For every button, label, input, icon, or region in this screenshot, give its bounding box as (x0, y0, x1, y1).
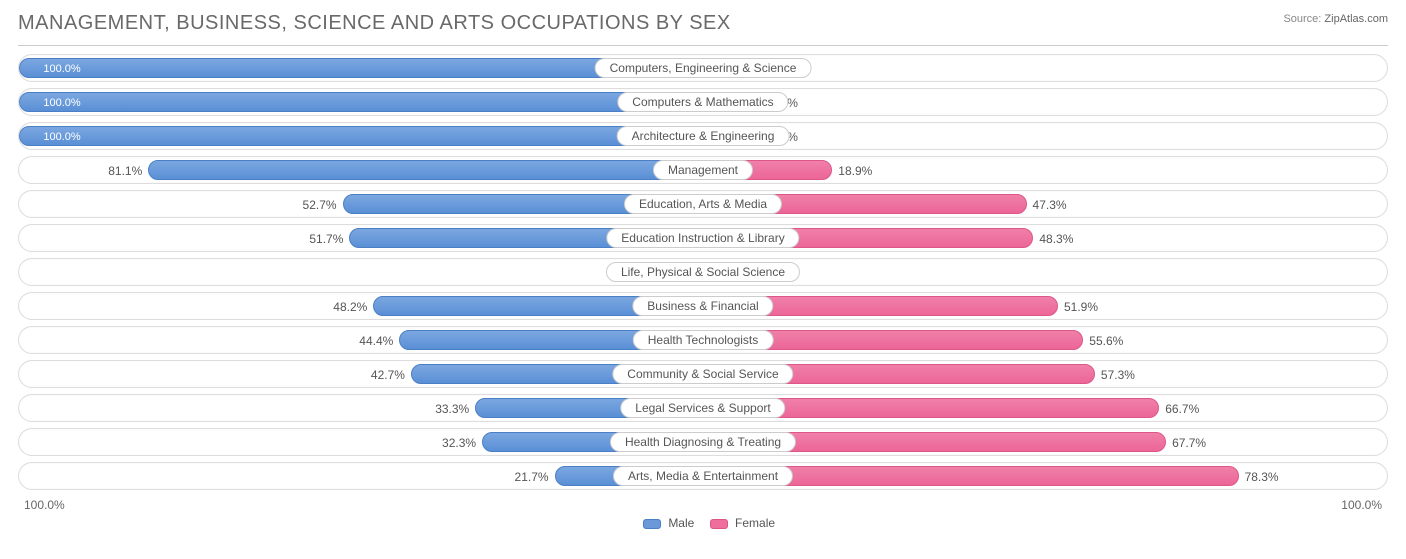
female-pct-label: 67.7% (1172, 429, 1206, 456)
axis-left-label: 100.0% (24, 498, 65, 514)
chart-row: Health Technologists 44.4% 55.6% (18, 326, 1388, 354)
female-pct-label: 18.9% (838, 157, 872, 184)
chart-row: Education Instruction & Library 51.7% 48.3… (18, 224, 1388, 252)
male-bar (148, 160, 703, 180)
legend: Male Female (18, 514, 1388, 532)
chart-row: Business & Financial 48.2% 51.9% (18, 292, 1388, 320)
category-label: Health Technologists (633, 330, 774, 350)
chart-source: Source: ZipAtlas.com (1283, 12, 1388, 26)
chart-area: Computers, Engineering & Science100.0%0.… (18, 45, 1388, 532)
chart-row: Legal Services & Support 33.3% 66.7% (18, 394, 1388, 422)
male-bar (19, 92, 703, 112)
category-label: Community & Social Service (612, 364, 793, 384)
chart-header: MANAGEMENT, BUSINESS, SCIENCE AND ARTS O… (18, 12, 1388, 35)
category-label: Education, Arts & Media (624, 194, 782, 214)
male-pct-label: 81.1% (108, 157, 142, 184)
female-pct-label: 66.7% (1165, 395, 1199, 422)
chart-row: Community & Social Service 42.7% 57.3% (18, 360, 1388, 388)
male-pct-label: 42.7% (371, 361, 405, 388)
male-pct-label: 44.4% (359, 327, 393, 354)
rows-container: Computers, Engineering & Science100.0%0.… (18, 54, 1388, 490)
male-pct-label: 100.0% (43, 123, 80, 150)
female-pct-label: 48.3% (1039, 225, 1073, 252)
male-pct-label: 51.7% (309, 225, 343, 252)
axis-right-label: 100.0% (1341, 498, 1382, 514)
chart-row: Education, Arts & Media 52.7% 47.3% (18, 190, 1388, 218)
chart-title: MANAGEMENT, BUSINESS, SCIENCE AND ARTS O… (18, 12, 731, 35)
male-pct-label: 33.3% (435, 395, 469, 422)
source-value: ZipAtlas.com (1324, 13, 1388, 25)
category-label: Education Instruction & Library (606, 228, 799, 248)
male-bar (19, 126, 703, 146)
male-pct-label: 32.3% (442, 429, 476, 456)
category-label: Computers, Engineering & Science (595, 58, 812, 78)
category-label: Architecture & Engineering (617, 126, 790, 146)
female-pct-label: 57.3% (1101, 361, 1135, 388)
category-label: Management (653, 160, 753, 180)
legend-label-female: Female (735, 516, 775, 530)
male-pct-label: 48.2% (333, 293, 367, 320)
legend-label-male: Male (668, 516, 694, 530)
category-label: Computers & Mathematics (617, 92, 788, 112)
female-pct-label: 55.6% (1089, 327, 1123, 354)
legend-swatch-male (643, 519, 661, 529)
female-pct-label: 78.3% (1245, 463, 1279, 490)
source-label: Source: (1283, 13, 1321, 25)
chart-row: Computers & Mathematics100.0%0.0% (18, 88, 1388, 116)
category-label: Life, Physical & Social Science (606, 262, 800, 282)
category-label: Business & Financial (632, 296, 773, 316)
male-pct-label: 100.0% (43, 89, 80, 116)
category-label: Arts, Media & Entertainment (613, 466, 793, 486)
chart-row: Architecture & Engineering100.0%0.0% (18, 122, 1388, 150)
chart-row: Management 81.1% 18.9% (18, 156, 1388, 184)
female-pct-label: 51.9% (1064, 293, 1098, 320)
category-label: Health Diagnosing & Treating (610, 432, 796, 452)
female-pct-label: 47.3% (1033, 191, 1067, 218)
male-pct-label: 52.7% (303, 191, 337, 218)
chart-row: Health Diagnosing & Treating 32.3% 67.7% (18, 428, 1388, 456)
x-axis: 100.0% 100.0% (18, 496, 1388, 514)
legend-swatch-female (710, 519, 728, 529)
male-pct-label: 21.7% (515, 463, 549, 490)
category-label: Legal Services & Support (620, 398, 785, 418)
chart-row: Life, Physical & Social Science0.0%0.0% (18, 258, 1388, 286)
male-pct-label: 100.0% (43, 55, 80, 82)
chart-row: Computers, Engineering & Science100.0%0.… (18, 54, 1388, 82)
chart-row: Arts, Media & Entertainment 21.7% 78.3% (18, 462, 1388, 490)
